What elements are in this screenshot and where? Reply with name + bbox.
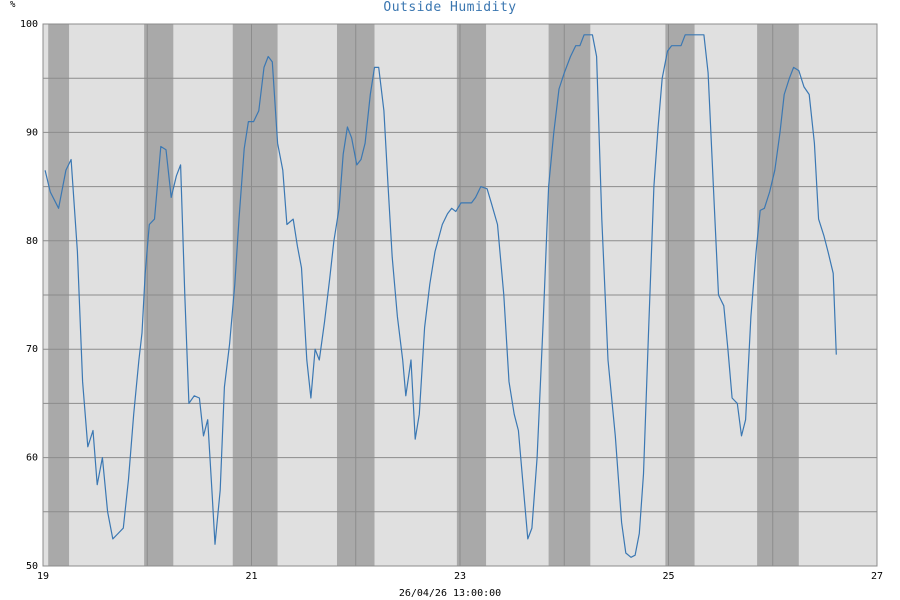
chart-title: Outside Humidity [383, 0, 517, 15]
humidity-series-line [44, 34, 837, 558]
y-axis-unit-label: % [10, 0, 16, 10]
plot-frame [42, 23, 878, 567]
x-tick-label: 25 [662, 571, 674, 582]
y-tick-label: 70 [26, 344, 38, 355]
y-tick-label: 60 [26, 453, 38, 464]
y-tick-label: 80 [26, 236, 38, 247]
y-tick-label: 50 [26, 561, 38, 572]
x-tick-label: 19 [37, 571, 49, 582]
y-tick-label: 90 [26, 127, 38, 138]
x-tick-label: 27 [871, 571, 883, 582]
chart-timestamp: 26/04/26 13:00:00 [398, 588, 502, 599]
y-tick-label: 100 [20, 19, 38, 30]
x-tick-label: 23 [454, 571, 466, 582]
x-tick-label: 21 [245, 571, 257, 582]
